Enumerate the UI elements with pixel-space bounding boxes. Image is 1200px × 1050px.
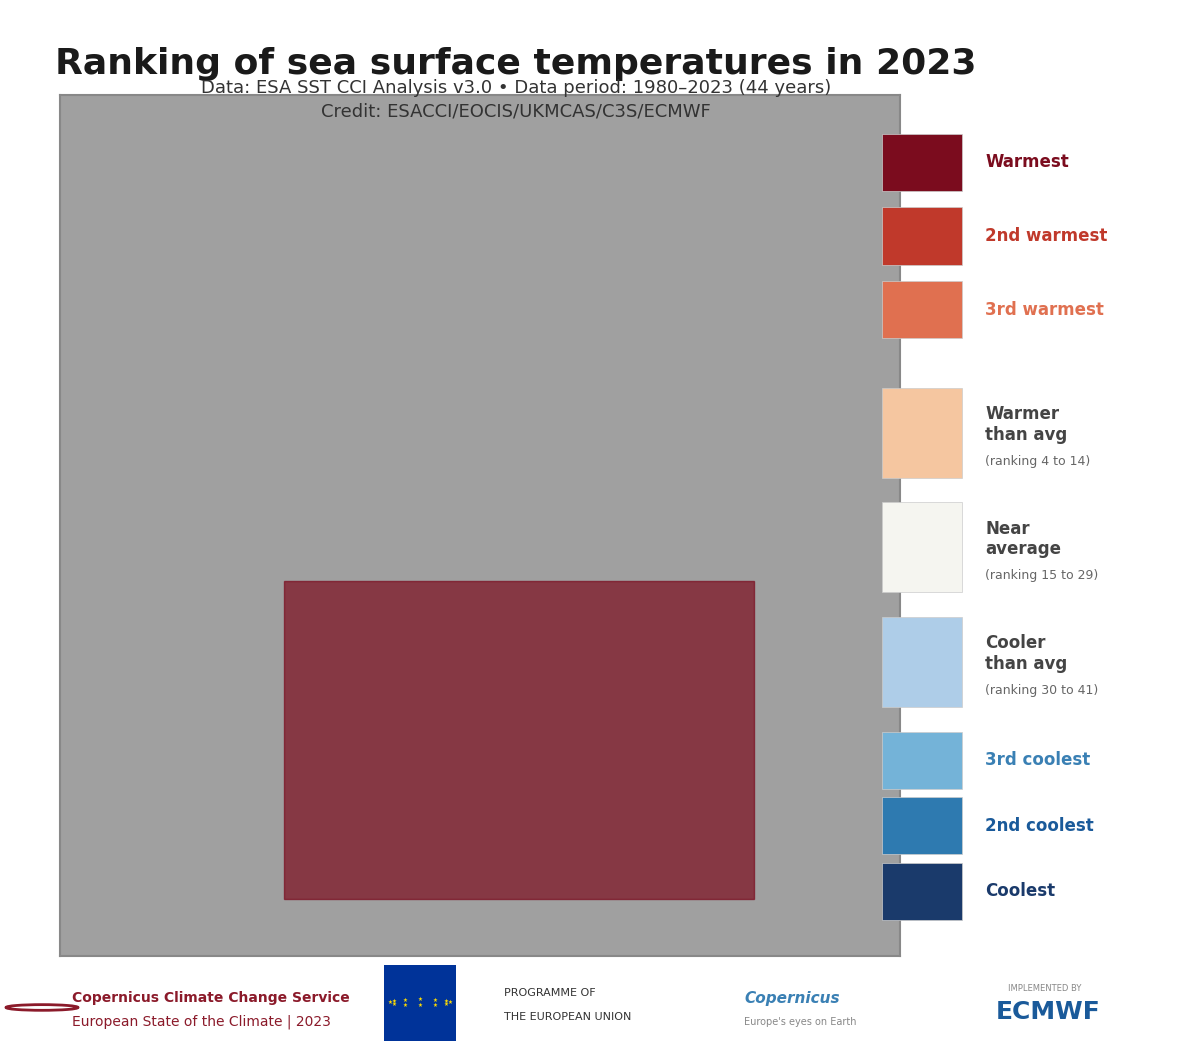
Text: Copernicus: Copernicus bbox=[744, 990, 840, 1006]
Text: ★: ★ bbox=[391, 1002, 396, 1007]
Text: Coolest: Coolest bbox=[985, 882, 1056, 900]
Text: Near
average: Near average bbox=[985, 520, 1062, 559]
Bar bbox=[882, 387, 962, 478]
Text: Copernicus Climate Change Service: Copernicus Climate Change Service bbox=[72, 991, 349, 1005]
Text: ★: ★ bbox=[432, 998, 438, 1003]
Text: (ranking 4 to 14): (ranking 4 to 14) bbox=[985, 455, 1091, 467]
Bar bbox=[882, 208, 962, 265]
Text: (ranking 30 to 41): (ranking 30 to 41) bbox=[985, 685, 1099, 697]
Text: ★: ★ bbox=[444, 1002, 449, 1007]
Text: Data: ESA SST CCI Analysis v3.0 • Data period: 1980–2023 (44 years): Data: ESA SST CCI Analysis v3.0 • Data p… bbox=[200, 79, 832, 97]
Text: ★: ★ bbox=[444, 999, 449, 1004]
Text: ★: ★ bbox=[388, 1001, 392, 1005]
Text: Warmest: Warmest bbox=[985, 153, 1069, 171]
Text: ECMWF: ECMWF bbox=[996, 1001, 1100, 1024]
Text: 3rd coolest: 3rd coolest bbox=[985, 751, 1091, 770]
Bar bbox=[882, 281, 962, 338]
Text: ★: ★ bbox=[391, 999, 396, 1004]
Text: Credit: ESACCI/EOCIS/UKMCAS/C3S/ECMWF: Credit: ESACCI/EOCIS/UKMCAS/C3S/ECMWF bbox=[322, 103, 710, 121]
Bar bbox=[882, 133, 962, 191]
Bar bbox=[882, 732, 962, 789]
Text: ★: ★ bbox=[402, 998, 408, 1003]
Text: ★: ★ bbox=[432, 1003, 438, 1008]
Bar bbox=[384, 965, 456, 1041]
Text: PROGRAMME OF: PROGRAMME OF bbox=[504, 988, 595, 999]
Polygon shape bbox=[284, 581, 755, 900]
Text: 3rd warmest: 3rd warmest bbox=[985, 300, 1104, 319]
Text: Cooler
than avg: Cooler than avg bbox=[985, 634, 1068, 673]
Text: IMPLEMENTED BY: IMPLEMENTED BY bbox=[1008, 984, 1081, 993]
Bar bbox=[882, 863, 962, 920]
Text: THE EUROPEAN UNION: THE EUROPEAN UNION bbox=[504, 1012, 631, 1022]
Bar bbox=[882, 617, 962, 707]
Text: Ranking of sea surface temperatures in 2023: Ranking of sea surface temperatures in 2… bbox=[55, 47, 977, 81]
Text: ★: ★ bbox=[448, 1001, 452, 1005]
Text: ★: ★ bbox=[402, 1003, 408, 1008]
Text: ★: ★ bbox=[418, 1003, 422, 1008]
Text: 2nd coolest: 2nd coolest bbox=[985, 817, 1094, 835]
Text: European State of the Climate | 2023: European State of the Climate | 2023 bbox=[72, 1014, 331, 1029]
Bar bbox=[882, 502, 962, 592]
Text: Europe's eyes on Earth: Europe's eyes on Earth bbox=[744, 1016, 857, 1027]
Text: 2nd warmest: 2nd warmest bbox=[985, 227, 1108, 245]
Text: Warmer
than avg: Warmer than avg bbox=[985, 405, 1068, 444]
Text: (ranking 15 to 29): (ranking 15 to 29) bbox=[985, 569, 1099, 583]
Text: ★: ★ bbox=[418, 998, 422, 1003]
Bar bbox=[882, 797, 962, 855]
